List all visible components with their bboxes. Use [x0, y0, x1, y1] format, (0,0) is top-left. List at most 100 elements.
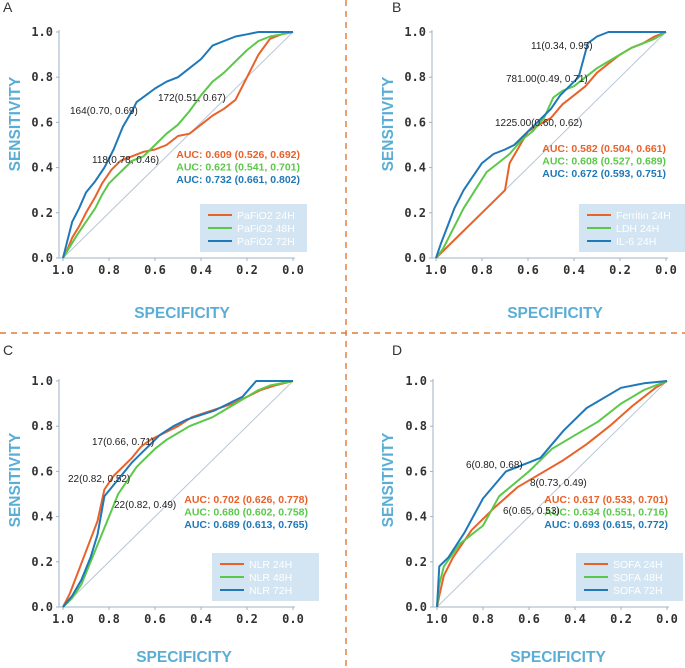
x-tick-label: 1.0	[52, 612, 74, 626]
legend-label: NLR 72H	[249, 585, 292, 597]
x-tick-label: 1.0	[426, 612, 448, 626]
y-tick-label: 0.2	[31, 555, 53, 569]
cutoff-annotation: 164(0.70, 0.69)	[70, 106, 138, 117]
x-tick-label: 0.6	[518, 612, 540, 626]
roc-curve-nlr-48h	[62, 380, 294, 608]
cutoff-annotation: 11(0.34, 0.95)	[531, 41, 593, 52]
y-tick-label: 0.6	[405, 464, 427, 478]
roc-panel-d: D 1.0 0.8 0.6 0.4 0.2 0.0 0.0 0.2 0.4 0.6 0.8 1.0 SPE…	[380, 342, 683, 666]
legend-label: SOFA 72H	[613, 585, 663, 597]
y-tick-label: 0.2	[31, 206, 53, 220]
cutoff-annotation: 6(0.80, 0.68)	[466, 460, 523, 471]
auc-label: AUC: 0.732 (0.661, 0.802)	[176, 174, 300, 186]
y-axis-title: SENSITIVITY	[380, 432, 397, 527]
y-axis-title: SENSITIVITY	[380, 76, 397, 171]
roc-curve-sofa-72h	[436, 380, 668, 608]
cutoff-annotation: 8(0.73, 0.49)	[530, 478, 587, 489]
cutoff-annotation: 118(0.78, 0.46)	[92, 155, 159, 166]
y-tick-label: 1.0	[405, 374, 427, 388]
y-tick-label: 0.6	[404, 115, 426, 129]
x-tick-label: 0.6	[517, 263, 539, 277]
auc-label: AUC: 0.689 (0.613, 0.765)	[184, 519, 308, 531]
y-tick-label: 0.6	[31, 115, 53, 129]
x-tick-label: 0.0	[282, 612, 304, 626]
reference-diagonal	[62, 380, 294, 608]
panel-label: A	[3, 0, 13, 15]
x-axis-title: SPECIFICITY	[136, 649, 232, 666]
y-tick-label: 0.8	[405, 419, 427, 433]
panel-label: B	[392, 0, 401, 15]
y-tick-label: 0.0	[405, 600, 427, 614]
x-axis-title: SPECIFICITY	[507, 305, 603, 322]
legend-label: PaFiO2 24H	[237, 210, 295, 222]
auc-label: AUC: 0.680 (0.602, 0.758)	[184, 507, 308, 519]
auc-label: AUC: 0.621 (0.541, 0.701)	[176, 162, 300, 174]
roc-panel-c: C 1.0 0.8 0.6 0.4 0.2 0.0 0.0 0.2 0.4 0.6 0.8 1.0 SPE…	[3, 342, 319, 666]
panel-label: D	[392, 342, 402, 358]
y-tick-label: 0.2	[404, 206, 426, 220]
x-tick-label: 0.4	[190, 612, 212, 626]
x-tick-label: 0.6	[144, 263, 166, 277]
x-tick-label: 0.2	[610, 612, 632, 626]
auc-label: AUC: 0.582 (0.504, 0.661)	[542, 143, 666, 155]
y-axis-title: SENSITIVITY	[7, 76, 24, 171]
cutoff-annotation: 22(0.82, 0.52)	[68, 474, 130, 485]
roc-curve-pafio2-24h	[62, 31, 294, 259]
x-axis-title: SPECIFICITY	[510, 649, 606, 666]
y-tick-label: 0.8	[404, 70, 426, 84]
x-tick-label: 0.0	[655, 263, 677, 277]
roc-curve-sofa-48h	[436, 380, 668, 608]
cutoff-annotation: 172(0.51, 0.67)	[158, 93, 226, 104]
y-axis-title: SENSITIVITY	[7, 432, 24, 527]
y-tick-label: 0.6	[31, 464, 53, 478]
roc-curve-sofa-24h	[436, 380, 668, 608]
x-tick-label: 0.0	[282, 263, 304, 277]
y-tick-label: 0.2	[405, 555, 427, 569]
legend-label: Ferritin 24H	[616, 210, 671, 222]
y-tick-label: 0.0	[31, 251, 53, 265]
roc-curve-ldh-24h	[435, 31, 667, 259]
reference-diagonal	[62, 31, 294, 259]
y-tick-label: 0.8	[31, 419, 53, 433]
auc-label: AUC: 0.672 (0.593, 0.751)	[542, 168, 666, 180]
y-tick-label: 0.4	[404, 161, 426, 175]
cutoff-annotation: 1225.00(0.60, 0.62)	[495, 118, 582, 129]
auc-label: AUC: 0.609 (0.526, 0.692)	[176, 149, 300, 161]
x-tick-label: 1.0	[52, 263, 74, 277]
y-tick-label: 0.8	[31, 70, 53, 84]
legend-label: SOFA 48H	[613, 572, 663, 584]
reference-diagonal	[436, 380, 668, 608]
auc-label: AUC: 0.608 (0.527, 0.689)	[542, 156, 666, 168]
x-tick-label: 0.4	[190, 263, 212, 277]
roc-curve-pafio2-72h	[62, 31, 293, 259]
cutoff-annotation: 6(0.65, 0.53)	[503, 506, 560, 517]
y-tick-label: 0.4	[405, 510, 427, 524]
x-tick-label: 1.0	[425, 263, 447, 277]
y-tick-label: 0.4	[31, 510, 53, 524]
y-tick-label: 0.0	[404, 251, 426, 265]
roc-curve-il-6-24h	[435, 31, 666, 259]
x-tick-label: 0.2	[609, 263, 631, 277]
auc-label: AUC: 0.617 (0.533, 0.701)	[544, 494, 668, 506]
y-tick-label: 1.0	[404, 25, 426, 39]
x-tick-label: 0.4	[564, 612, 586, 626]
legend-label: SOFA 24H	[613, 559, 663, 571]
panel-label: C	[3, 342, 13, 358]
x-tick-label: 0.8	[98, 263, 120, 277]
x-tick-label: 0.8	[472, 612, 494, 626]
panels: A 1.0 0.8 0.6 0.4 0.2 0.0 0.0 0.2 0.4 0.6 0.8 1.0 SPE…	[3, 0, 685, 666]
cutoff-annotation: 781.00(0.49, 0.71)	[506, 74, 588, 85]
roc-panel-a: A 1.0 0.8 0.6 0.4 0.2 0.0 0.0 0.2 0.4 0.6 0.8 1.0 SPE…	[3, 0, 307, 322]
x-tick-label: 0.6	[144, 612, 166, 626]
y-tick-label: 1.0	[31, 374, 53, 388]
legend-label: IL-6 24H	[616, 236, 656, 248]
auc-label: AUC: 0.702 (0.626, 0.778)	[184, 494, 308, 506]
y-tick-label: 1.0	[31, 25, 53, 39]
x-tick-label: 0.0	[656, 612, 678, 626]
x-tick-label: 0.8	[98, 612, 120, 626]
auc-label: AUC: 0.634 (0.551, 0.716)	[544, 507, 668, 519]
roc-panel-b: B1.0 0.8 0.6 0.4 0.2 0.00.00.20.40.60.81.0SPE…	[380, 0, 685, 322]
y-tick-label: 0.4	[31, 161, 53, 175]
